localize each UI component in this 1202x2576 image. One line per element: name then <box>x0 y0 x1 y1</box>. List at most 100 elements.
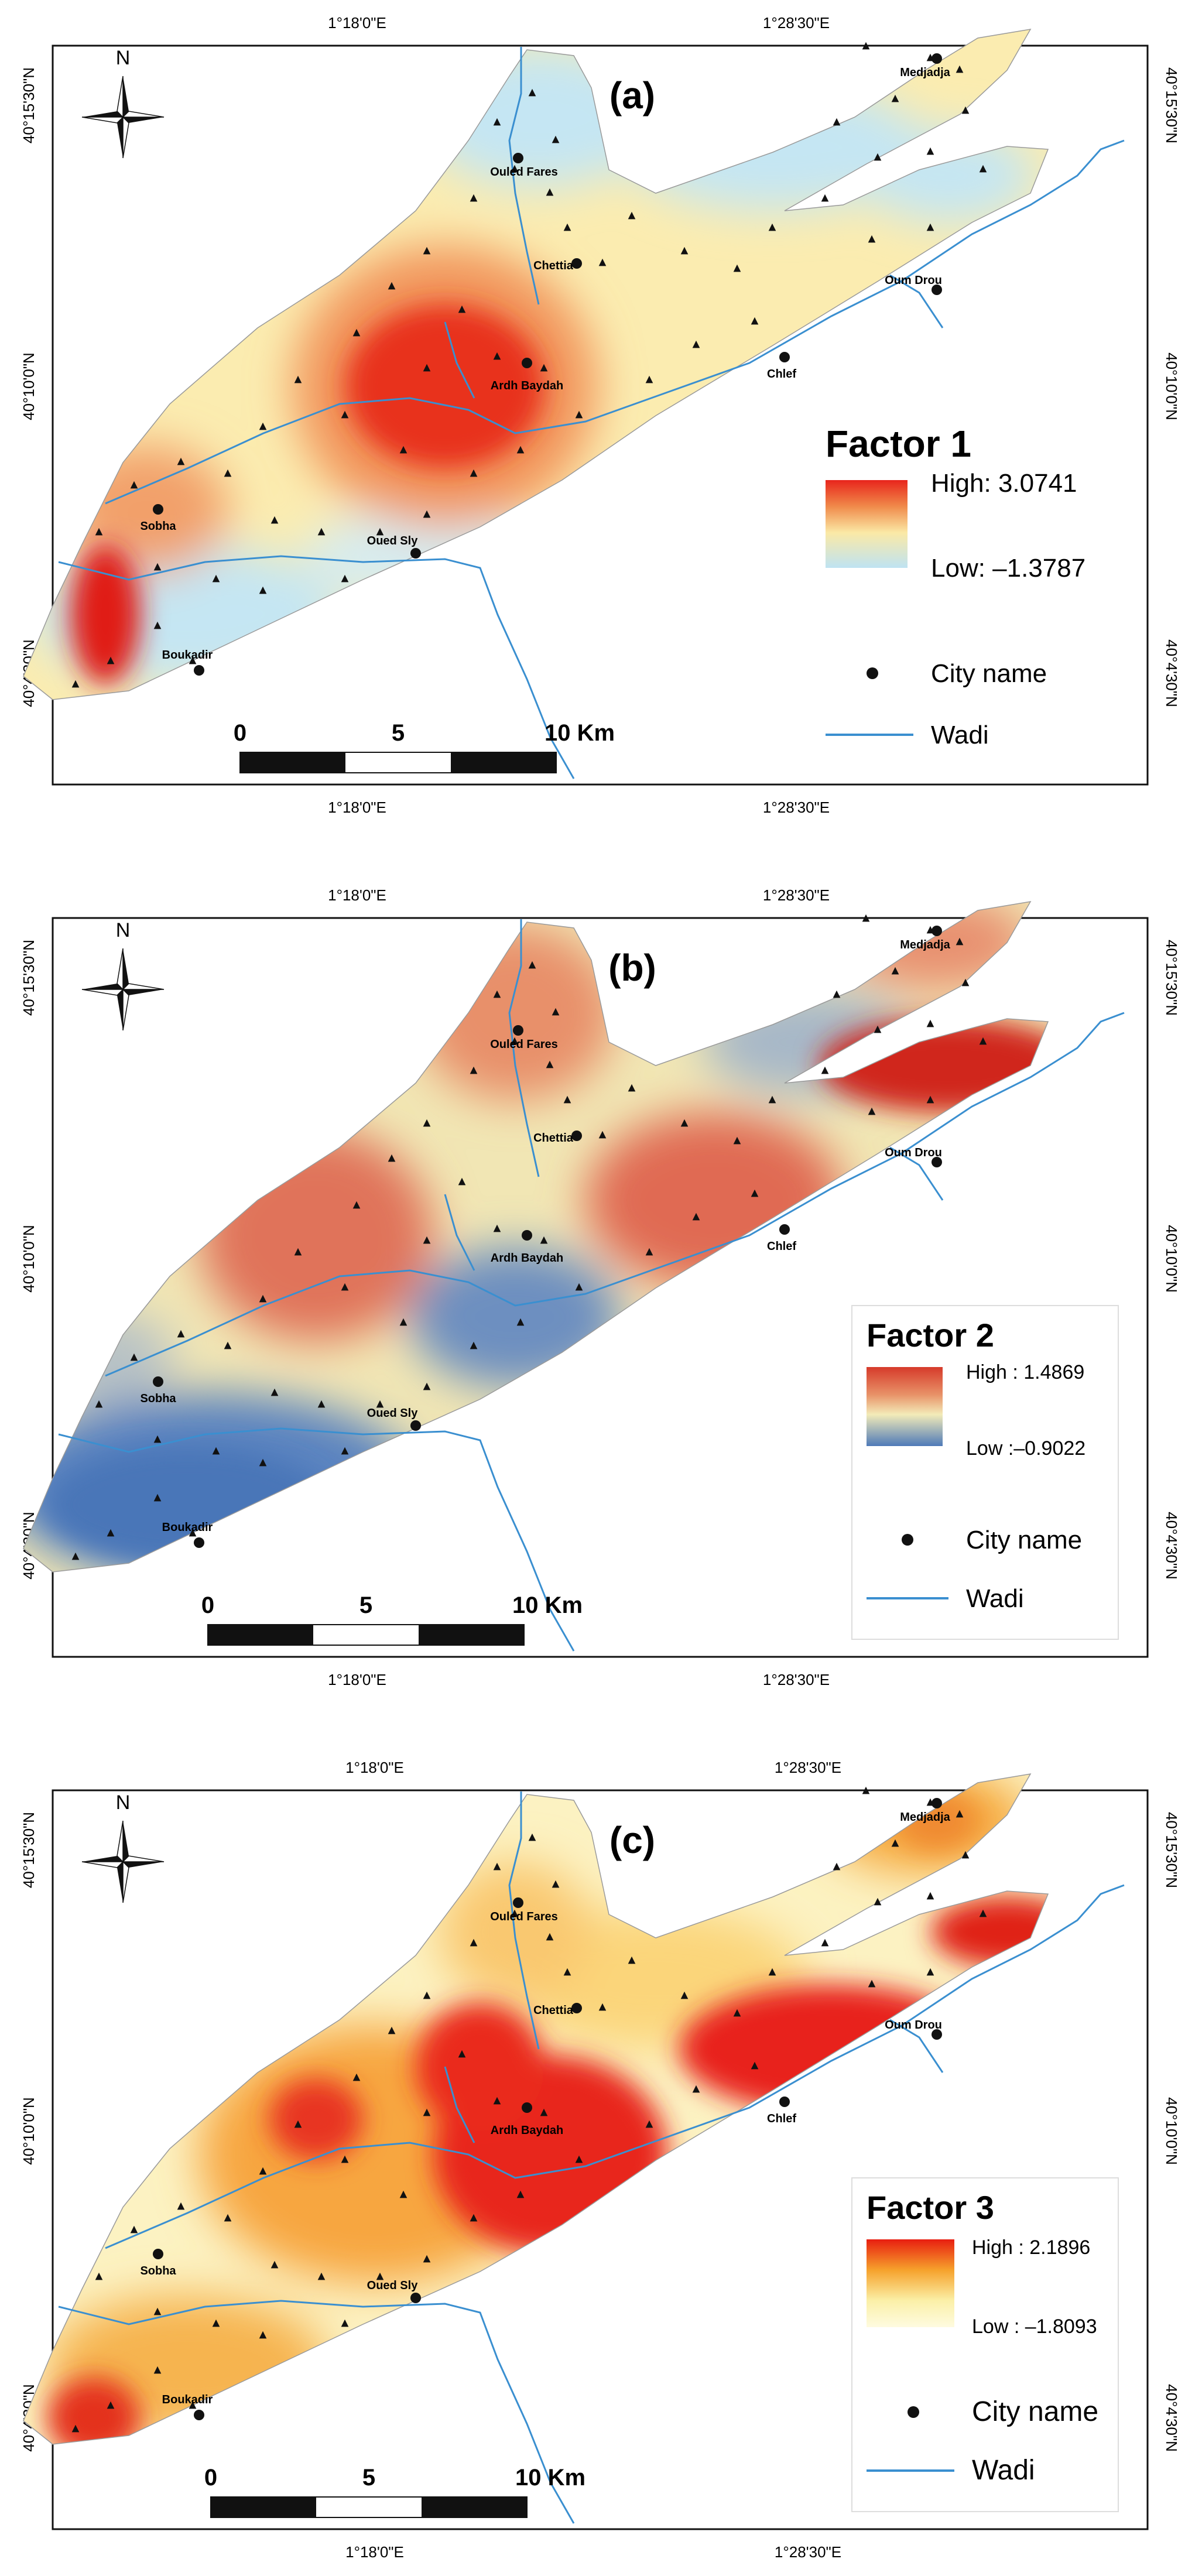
city-label: Oum Drou <box>885 2019 942 2032</box>
coord-top-left: 1°18'0"E <box>328 14 386 32</box>
legend-wadi: Wadi <box>966 1584 1024 1613</box>
legend-box <box>851 2177 1119 2512</box>
city-marker: Chlef <box>767 2097 796 2125</box>
coord-top-right: 1°28'30"E <box>763 886 830 904</box>
coord-left-top: 40°15'30"N <box>20 1812 37 1888</box>
coord-right-top: 40°15'30"N <box>1163 1812 1180 1888</box>
city-label: Sobha <box>140 2265 176 2277</box>
legend-title: Factor 1 <box>826 423 971 465</box>
panel-label: (a) <box>609 74 655 117</box>
city-label: Oued Sly <box>367 1407 419 1420</box>
city-marker: Chlef <box>767 1224 796 1253</box>
scale-bar: 0 5 10 Km <box>234 720 615 773</box>
city-label: Ouled Fares <box>490 1910 558 1923</box>
north-label: N <box>116 919 131 941</box>
city-label: Ouled Fares <box>490 166 558 179</box>
city-marker: Oum Drou <box>885 1146 942 1167</box>
legend-city-symbol <box>867 667 878 679</box>
legend-title: Factor 2 <box>867 1317 994 1354</box>
city-label: Ardh Baydah <box>491 2124 563 2137</box>
panel-label: (c) <box>609 1819 655 1861</box>
city-label: Medjadja <box>900 1811 950 1824</box>
coord-right-mid: 40°10'0"N <box>1163 1225 1180 1293</box>
scale-bar: 0 5 10 Km <box>204 2465 585 2518</box>
legend-city: City name <box>972 2396 1098 2427</box>
scale-label: 10 Km <box>515 2465 585 2491</box>
wadi-network <box>58 919 1125 1652</box>
city-label: Oum Drou <box>885 274 942 287</box>
legend: Factor 1 High: 3.0741 Low: –1.3787 City … <box>826 423 1085 749</box>
north-arrow: N <box>81 919 165 1031</box>
north-label: N <box>116 47 131 69</box>
city-marker: Ardh Baydah <box>491 358 563 392</box>
legend-title: Factor 3 <box>867 2189 994 2226</box>
city-marker: Oued Sly <box>367 1407 421 1431</box>
city-label: Chlef <box>767 1240 796 1253</box>
coord-top-left: 1°18'0"E <box>328 886 386 904</box>
city-label: Medjadja <box>900 938 950 951</box>
city-label: Oued Sly <box>367 2279 419 2292</box>
city-marker: Medjadja <box>900 926 951 951</box>
city-marker: Boukadir <box>162 1521 213 1548</box>
scale-label: 5 <box>359 1592 372 1618</box>
city-marker: Medjadja <box>900 1798 951 1824</box>
coord-right-bottom: 40°4'30"N <box>1163 1512 1180 1580</box>
city-label: Boukadir <box>162 1521 213 1534</box>
coord-bottom-right: 1°28'30"E <box>763 799 830 816</box>
panel-a: 1°18'0"E 1°28'30"E 1°18'0"E 1°28'30"E 40… <box>20 14 1180 816</box>
city-marker: Chettia <box>533 1131 582 1145</box>
city-label: Ardh Baydah <box>491 379 563 392</box>
coord-bottom-right: 1°28'30"E <box>763 1671 830 1688</box>
coord-bottom-right: 1°28'30"E <box>775 2543 841 2561</box>
city-marker: Medjadja <box>900 53 951 79</box>
legend-city-symbol <box>908 2406 919 2418</box>
legend-wadi: Wadi <box>931 721 989 749</box>
legend-high: High : 1.4869 <box>966 1361 1084 1383</box>
cities: Medjadja Ouled Fares Chettia Oum Drou Ar… <box>140 1798 951 2420</box>
city-marker: Chlef <box>767 352 796 381</box>
city-marker: Ardh Baydah <box>491 1230 563 1265</box>
legend-high: High : 2.1896 <box>972 2236 1090 2259</box>
city-label: Chlef <box>767 368 796 381</box>
legend-low: Low: –1.3787 <box>931 554 1085 583</box>
city-marker: Ardh Baydah <box>491 2102 563 2137</box>
city-label: Chettia <box>533 1132 574 1145</box>
cities: Medjadja Ouled Fares Chettia Oum Drou Ar… <box>140 926 951 1548</box>
legend-city-symbol <box>902 1534 913 1546</box>
city-marker: Oum Drou <box>885 2019 942 2040</box>
coord-left-mid: 40°10'0"N <box>20 1225 37 1293</box>
city-marker: Chettia <box>533 258 582 272</box>
city-label: Sobha <box>140 520 176 533</box>
city-marker: Ouled Fares <box>490 153 558 179</box>
scale-label: 0 <box>234 720 246 746</box>
city-label: Oued Sly <box>367 535 419 547</box>
legend: Factor 3 High : 2.1896 Low : –1.8093 Cit… <box>851 2177 1119 2512</box>
scale-label: 5 <box>392 720 405 746</box>
coord-top-right: 1°28'30"E <box>775 1759 841 1776</box>
coord-left-mid: 40°10'0"N <box>20 352 37 420</box>
legend-low: Low : –1.8093 <box>972 2315 1097 2338</box>
city-marker: Boukadir <box>162 649 213 676</box>
legend-box <box>851 1305 1119 1640</box>
city-marker: Oum Drou <box>885 274 942 295</box>
city-marker: Ouled Fares <box>490 1897 558 1923</box>
city-marker: Oued Sly <box>367 535 421 559</box>
coord-right-bottom: 40°4'30"N <box>1163 639 1180 707</box>
panel-c: 1°18'0"E 1°28'30"E 1°18'0"E 1°28'30"E 40… <box>20 1759 1180 2561</box>
city-marker: Oued Sly <box>367 2279 421 2303</box>
scale-label: 0 <box>204 2465 217 2491</box>
legend-city: City name <box>966 1526 1082 1554</box>
scale-label: 10 Km <box>545 720 615 746</box>
scale-bar: 0 5 10 Km <box>201 1592 583 1646</box>
city-label: Oum Drou <box>885 1146 942 1159</box>
coord-top-left: 1°18'0"E <box>345 1759 404 1776</box>
panel-label: (b) <box>608 947 656 989</box>
city-marker: Chettia <box>533 2003 582 2017</box>
legend-city: City name <box>931 659 1047 688</box>
city-label: Boukadir <box>162 649 213 662</box>
city-label: Sobha <box>140 1392 176 1405</box>
city-label: Medjadja <box>900 66 950 79</box>
scale-label: 0 <box>201 1592 214 1618</box>
